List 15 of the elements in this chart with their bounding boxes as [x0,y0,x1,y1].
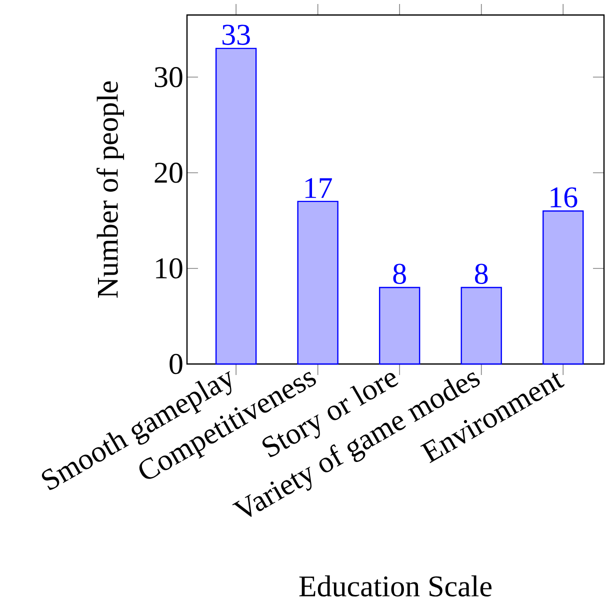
bar [542,210,584,365]
y-tick-label: 30 [154,67,182,88]
data-label: 8 [474,264,488,284]
data-label: 8 [393,264,406,284]
bar [378,286,420,365]
bar [215,48,257,365]
y-tick-label: 10 [156,258,182,279]
y-tick-label: 20 [154,162,182,183]
bar [460,286,502,365]
bar [297,200,338,365]
data-label: 16 [550,187,578,208]
x-axis-title: Education Scale [299,575,492,597]
y-axis-title: Number of people [96,81,124,298]
data-label: 17 [305,178,332,198]
data-label: 33 [222,24,250,45]
